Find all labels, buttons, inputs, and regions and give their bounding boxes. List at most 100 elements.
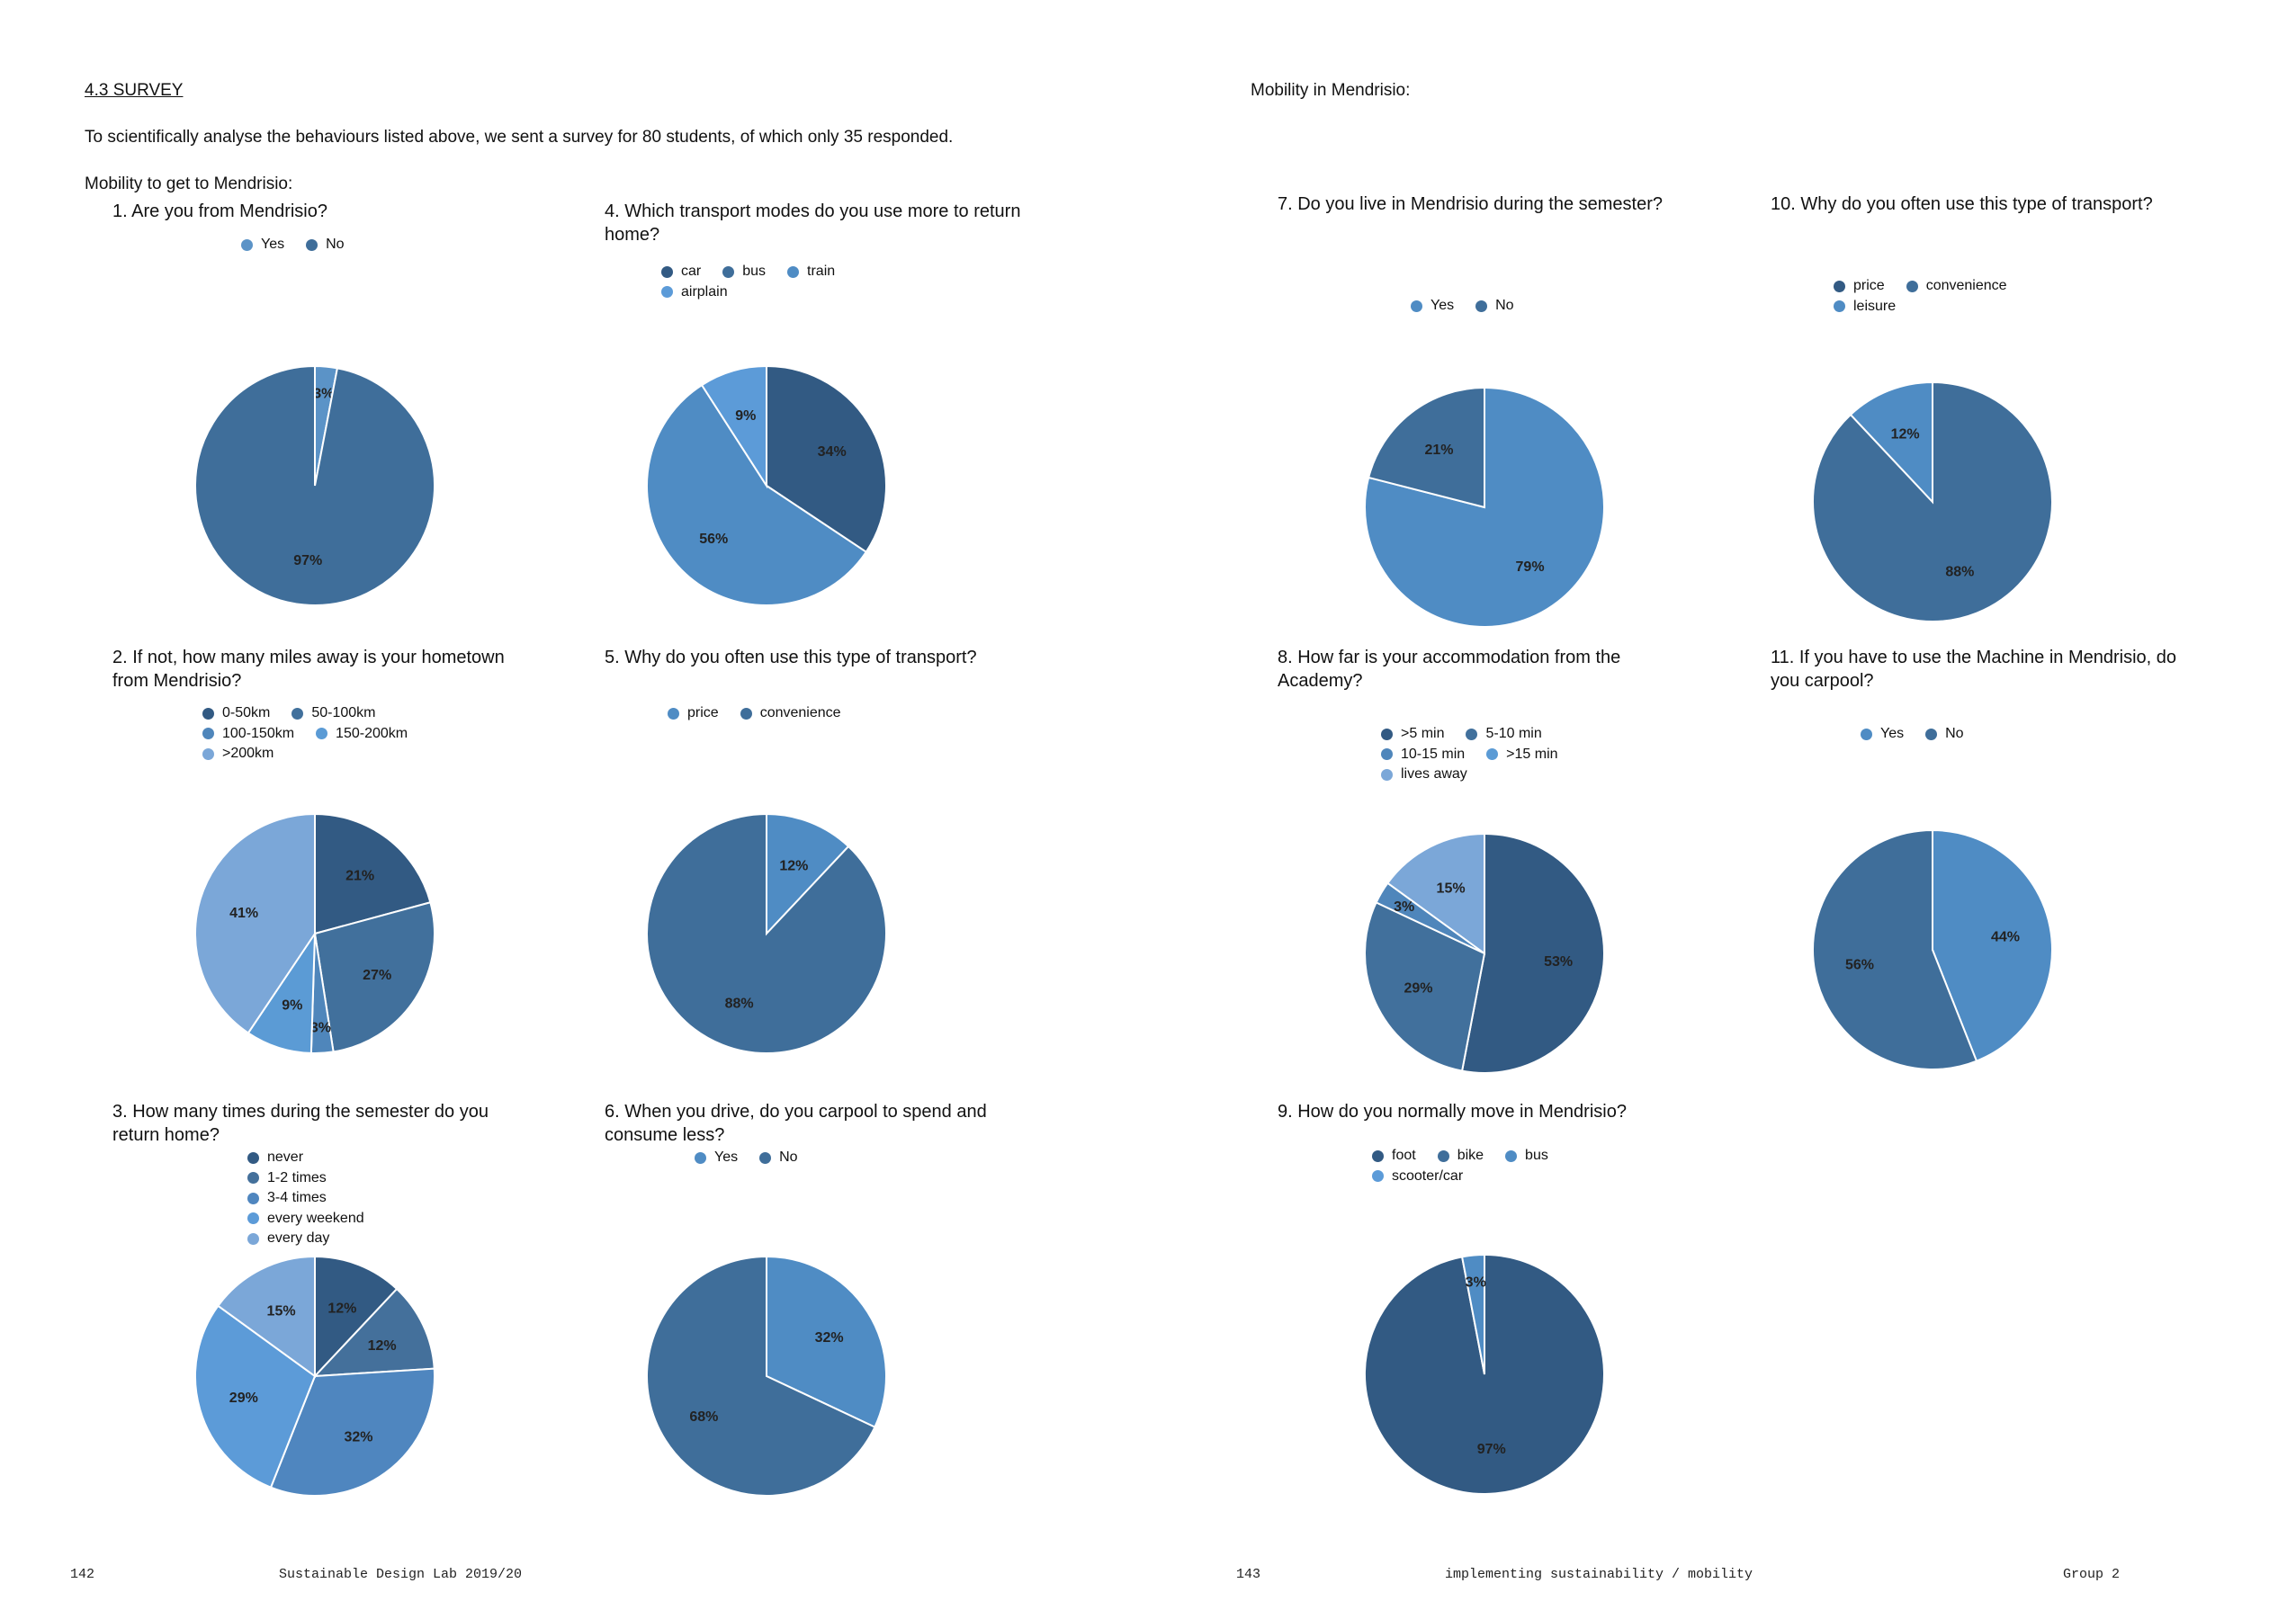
legend-swatch bbox=[1486, 748, 1499, 760]
legend-item: bus bbox=[722, 263, 766, 281]
pie-data-label: 3% bbox=[1394, 899, 1414, 915]
subheading-in: Mobility in Mendrisio: bbox=[1251, 81, 1411, 100]
legend-item: No bbox=[1925, 725, 1964, 743]
legend-swatch bbox=[668, 707, 679, 720]
pie-data-label: 27% bbox=[363, 968, 391, 983]
legend-swatch bbox=[241, 238, 253, 251]
pie-slice-50-100km bbox=[313, 901, 435, 1053]
legend-label: never bbox=[267, 1149, 304, 1165]
legend-label: Yes bbox=[1431, 298, 1455, 313]
legend-item: airplain bbox=[661, 283, 728, 301]
legend-label: No bbox=[1945, 726, 1964, 741]
legend-item: No bbox=[306, 236, 345, 254]
legend-label: lives away bbox=[1401, 766, 1467, 782]
legend-swatch bbox=[316, 728, 328, 739]
pie-slice-every-day bbox=[217, 1255, 316, 1378]
legend-label: No bbox=[326, 237, 345, 252]
legend-item: foot bbox=[1372, 1147, 1416, 1165]
pie-data-label: 12% bbox=[368, 1338, 397, 1354]
legend-swatch bbox=[1505, 1149, 1518, 1162]
legend-swatch bbox=[1437, 1149, 1449, 1162]
legend-swatch bbox=[1372, 1170, 1384, 1182]
q1-legend: Yes No bbox=[241, 236, 366, 256]
legend-label: every day bbox=[267, 1230, 330, 1246]
q3-legend: never 1-2 times 3-4 times every weekend ever… bbox=[247, 1149, 386, 1250]
legend-swatch bbox=[247, 1172, 259, 1184]
legend-label: >15 min bbox=[1506, 746, 1558, 762]
legend-swatch bbox=[1861, 728, 1872, 740]
pie-data-label: 56% bbox=[1845, 957, 1874, 972]
legend-item: Yes bbox=[241, 236, 284, 254]
pie-slice-price bbox=[766, 812, 850, 936]
pie-slice-yes bbox=[1932, 828, 2053, 1062]
legend-swatch bbox=[1381, 768, 1393, 781]
pie-data-label: 88% bbox=[725, 997, 754, 1012]
pie-data-label: 9% bbox=[282, 998, 302, 1014]
pie-slice-3-4-times bbox=[269, 1367, 435, 1497]
q6-legend: Yes No bbox=[695, 1149, 820, 1169]
q11-pie: 44% 56% bbox=[1812, 828, 2053, 1070]
q10-pie: 88% 12% bbox=[1812, 380, 2053, 622]
legend-label: 150-200km bbox=[336, 725, 408, 741]
pie-data-label: 32% bbox=[815, 1330, 844, 1346]
footer-text-right: implementing sustainability / mobility bbox=[1445, 1567, 1753, 1582]
legend-swatch bbox=[661, 286, 673, 298]
legend-item: bike bbox=[1437, 1147, 1484, 1165]
legend-swatch bbox=[1834, 280, 1845, 292]
legend-swatch bbox=[787, 265, 800, 278]
legend-label: 3-4 times bbox=[267, 1190, 327, 1205]
pie-slice-every-weekend bbox=[194, 1304, 317, 1489]
pie-data-label: 15% bbox=[267, 1304, 296, 1319]
pie-data-label: 3% bbox=[1466, 1275, 1486, 1291]
q8-pie: 53% 29% 3% 15% bbox=[1364, 832, 1605, 1074]
legend-item: price bbox=[1834, 277, 1885, 295]
pie-slice--5-min bbox=[1460, 832, 1605, 1074]
legend-label: leisure bbox=[1853, 298, 1897, 314]
legend-item: No bbox=[1475, 297, 1514, 315]
legend-swatch bbox=[247, 1232, 259, 1245]
q9-pie: 97% 3% bbox=[1364, 1253, 1605, 1495]
pie-data-label: 12% bbox=[327, 1301, 356, 1316]
pie-slice-yes bbox=[766, 1255, 887, 1428]
footer-text: Sustainable Design Lab 2019/20 bbox=[279, 1567, 523, 1582]
subheading-get-to: Mobility to get to Mendrisio: bbox=[85, 174, 293, 193]
q3-title: 3. How many times during the semester do… bbox=[112, 1102, 489, 1145]
pie-data-label: 12% bbox=[1891, 426, 1920, 442]
pie-data-label: 29% bbox=[1404, 980, 1433, 996]
q5-title: 5. Why do you often use this type of tra… bbox=[605, 648, 977, 667]
legend-swatch bbox=[1381, 748, 1393, 760]
pie-data-label: 44% bbox=[1991, 930, 2020, 945]
legend-label: convenience bbox=[759, 705, 841, 720]
pie-slice-1-2-times bbox=[312, 1287, 435, 1378]
pie-slice-never bbox=[314, 1255, 399, 1379]
q2-title: 2. If not, how many miles away is your h… bbox=[112, 648, 505, 691]
legend-item: every weekend bbox=[247, 1210, 364, 1228]
legend-item: >15 min bbox=[1486, 746, 1558, 764]
legend-item: leisure bbox=[1834, 298, 1896, 316]
pie-data-label: 97% bbox=[1477, 1442, 1506, 1457]
left-page: 4.3 SURVEY To scientifically analyse the… bbox=[70, 81, 953, 1582]
legend-label: train bbox=[807, 264, 836, 279]
pie-slice-leisure bbox=[1849, 380, 1933, 505]
section-heading: 4.3 SURVEY bbox=[85, 81, 184, 100]
q8-legend: >5 min 5-10 min 10-15 min >15 min lives away bbox=[1381, 725, 1580, 786]
q4-title: 4. Which transport modes do you use more… bbox=[605, 201, 1021, 245]
pie-data-label: 15% bbox=[1437, 881, 1466, 897]
legend-swatch bbox=[291, 707, 304, 720]
legend-label: 50-100km bbox=[311, 705, 376, 720]
q11-title: 11. If you have to use the Machine in Me… bbox=[1771, 648, 2177, 691]
pie-slice-airplain bbox=[700, 364, 767, 489]
pie-slice-no bbox=[646, 1255, 876, 1497]
legend-label: foot bbox=[1392, 1148, 1416, 1163]
legend-swatch bbox=[1475, 300, 1488, 312]
legend-item: price bbox=[668, 704, 719, 722]
pie-data-label: 34% bbox=[818, 444, 847, 460]
legend-label: 0-50km bbox=[222, 705, 271, 720]
q7-pie: 79% 21% bbox=[1364, 386, 1605, 628]
legend-item: >200km bbox=[202, 745, 274, 763]
legend-label: bus bbox=[742, 264, 767, 279]
pie-data-label: 32% bbox=[344, 1430, 372, 1445]
legend-item: never bbox=[247, 1149, 303, 1167]
pie-slice-convenience bbox=[646, 812, 887, 1054]
legend-item: 100-150km bbox=[202, 725, 294, 743]
